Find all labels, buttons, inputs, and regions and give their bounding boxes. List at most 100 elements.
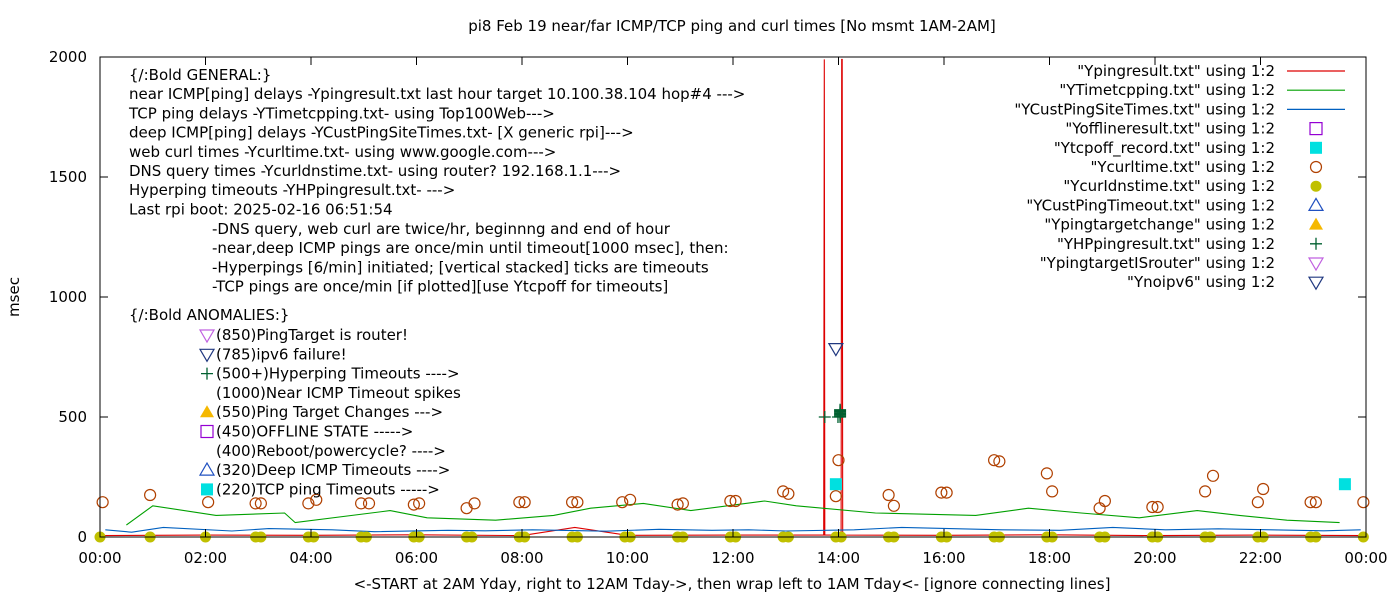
x-tick-label: 16:00	[922, 549, 965, 567]
legend-label: "YHPpingresult.txt" using 1:2	[1057, 235, 1275, 253]
x-tick-label: 18:00	[1028, 549, 1071, 567]
legend-label: "Ypingtargetchange" using 1:2	[1044, 216, 1275, 234]
data-point	[887, 499, 900, 512]
anomaly-marker	[201, 483, 213, 496]
legend-label: "YCustPingSiteTimes.txt" using 1:2	[1014, 100, 1275, 118]
anomaly-line: (1000)Near ICMP Timeout spikes	[216, 384, 461, 402]
data-point	[616, 496, 629, 509]
anomaly-line: (850)PingTarget is router!	[216, 326, 408, 344]
data-point	[144, 488, 157, 502]
legend-label: "YTimetcpping.txt" using 1:2	[1059, 81, 1275, 99]
data-point	[1257, 482, 1270, 496]
data-point	[1304, 496, 1317, 509]
data-point	[1251, 496, 1264, 509]
anomaly-marker	[200, 424, 214, 439]
data-point	[407, 498, 420, 511]
annotation-line: Last rpi boot: 2025-02-16 06:51:54	[129, 200, 393, 218]
anomaly-line: (450)OFFLINE STATE ----->	[216, 423, 413, 441]
y-tick-label: 500	[58, 408, 87, 426]
series-2	[105, 526, 1361, 533]
annotation-block: {/:Bold GENERAL:}near ICMP[ping] delays …	[128, 66, 745, 498]
annotation-line: near ICMP[ping] delays -Ypingresult.txt …	[129, 85, 745, 103]
legend-marker	[1309, 121, 1323, 136]
x-tick-label: 00:00	[1344, 549, 1387, 567]
anomaly-marker	[198, 348, 216, 363]
y-tick-label: 1500	[49, 168, 87, 186]
data-point	[935, 486, 948, 499]
series-line	[105, 526, 1361, 533]
data-point	[724, 494, 737, 508]
annotation-line: TCP ping delays -YTimetcpping.txt- using…	[128, 104, 555, 122]
data-point	[829, 478, 842, 491]
x-tick-label: 20:00	[1133, 549, 1176, 567]
data-point	[302, 497, 315, 510]
series-1	[126, 500, 1340, 526]
data-point	[777, 485, 790, 498]
legend-label: "Ypingresult.txt" using 1:2	[1077, 62, 1275, 80]
data-point	[1357, 496, 1370, 509]
data-point	[1098, 494, 1111, 508]
annotation-line: deep ICMP[ping] delays -YCustPingSiteTim…	[129, 124, 634, 142]
data-point	[834, 403, 847, 416]
legend-marker	[1310, 237, 1322, 250]
data-point	[249, 497, 262, 510]
anomaly-marker	[198, 461, 216, 476]
x-tick-label: 00:00	[78, 549, 121, 567]
legend: "Ypingresult.txt" using 1:2"YTimetcpping…	[1014, 62, 1345, 291]
data-point	[1093, 502, 1106, 515]
data-point	[1338, 478, 1351, 491]
legend-marker	[1307, 257, 1325, 272]
data-point	[624, 493, 637, 506]
data-point	[940, 486, 953, 499]
anomaly-line: (785)ipv6 failure!	[216, 345, 347, 363]
anomaly-line: (500+)Hyperping Timeouts ---->	[216, 365, 460, 383]
data-point	[671, 498, 684, 511]
data-point	[571, 496, 584, 509]
data-point	[96, 496, 109, 509]
series-9	[818, 403, 847, 423]
annotation-line: web curl times -Ycurltime.txt- using www…	[129, 143, 556, 161]
data-point	[988, 454, 1001, 467]
anomaly-line: (400)Reboot/powercycle? ---->	[216, 442, 446, 460]
legend-label: "Ytcpoff_record.txt" using 1:2	[1054, 139, 1275, 158]
x-tick-label: 22:00	[1239, 549, 1282, 567]
annotation-note: -Hyperpings [6/min] initiated; [vertical…	[212, 258, 709, 276]
y-tick-label: 2000	[49, 48, 87, 66]
legend-marker	[1309, 160, 1323, 174]
data-point	[1199, 485, 1212, 498]
data-point	[413, 497, 426, 510]
data-point	[1046, 485, 1059, 498]
data-point	[676, 497, 689, 510]
series-4	[829, 478, 1351, 491]
x-axis-label: <-START at 2AM Yday, right to 12AM Tday-…	[354, 575, 1111, 593]
legend-label: "Ynoipv6" using 1:2	[1127, 273, 1275, 291]
data-point	[254, 497, 267, 510]
legend-label: "Yofflineresult.txt" using 1:2	[1065, 120, 1275, 138]
legend-label: "YpingtargetISrouter" using 1:2	[1040, 254, 1275, 272]
data-point	[355, 497, 368, 510]
annotation-line: {/:Bold GENERAL:}	[129, 66, 271, 84]
data-point	[468, 497, 481, 510]
anomaly-line: (550)Ping Target Changes --->	[216, 403, 443, 421]
series-5	[96, 454, 1370, 515]
data-point	[310, 493, 323, 506]
annotation-note: -TCP pings are once/min [if plotted][use…	[212, 278, 668, 296]
x-tick-label: 04:00	[289, 549, 332, 567]
data-point	[1151, 500, 1164, 514]
data-point	[829, 490, 842, 503]
data-point	[1309, 496, 1322, 509]
data-point	[729, 494, 742, 508]
annotation-line: DNS query times -Ycurldnstime.txt- using…	[129, 162, 621, 180]
data-point	[832, 454, 845, 467]
data-point	[566, 496, 579, 509]
legend-marker	[1307, 197, 1325, 211]
data-point	[518, 496, 531, 509]
legend-marker	[1310, 141, 1322, 154]
data-point	[362, 497, 376, 510]
x-tick-label: 10:00	[606, 549, 649, 567]
data-point	[782, 487, 795, 500]
anomaly-marker	[201, 367, 213, 380]
data-point	[1146, 500, 1159, 514]
anomaly-marker	[200, 405, 214, 418]
x-tick-label: 08:00	[500, 549, 543, 567]
